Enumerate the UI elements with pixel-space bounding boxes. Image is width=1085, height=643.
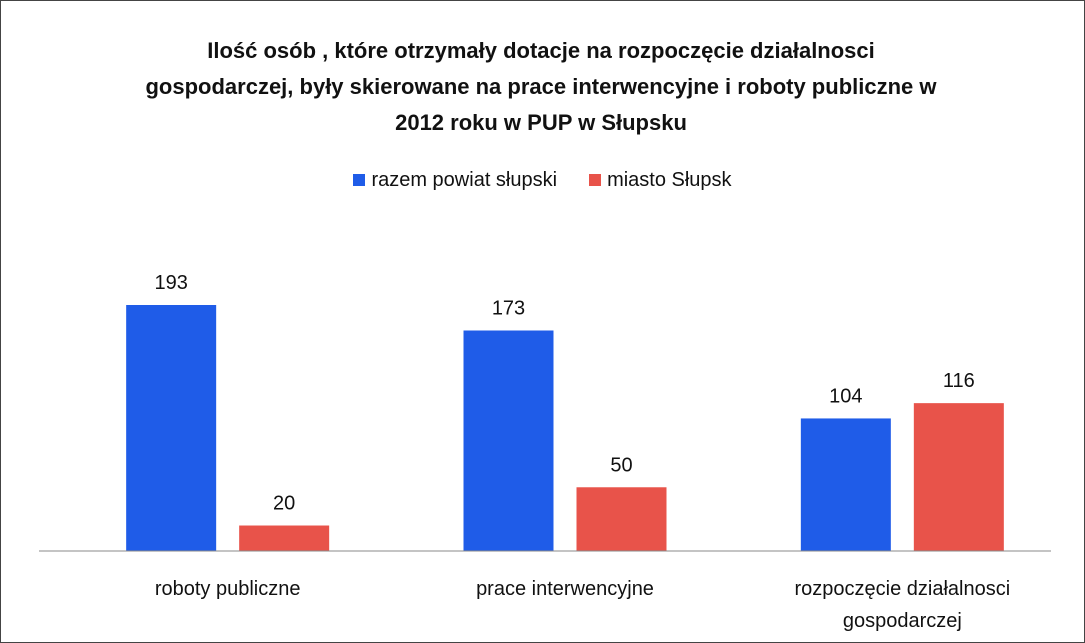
value-label: 104	[829, 385, 862, 407]
legend-label: razem powiat słupski	[371, 169, 558, 191]
bar	[126, 305, 217, 551]
legend-label: miasto Słupsk	[607, 169, 732, 191]
value-label: 50	[610, 454, 632, 476]
legend-swatch	[589, 174, 602, 186]
x-tick-label: prace interwencyjne	[476, 578, 654, 600]
legend: razem powiat słupski miasto Słupsk	[1, 169, 1084, 192]
bar	[576, 487, 667, 551]
legend-item: miasto Słupsk	[589, 169, 732, 192]
bar	[800, 418, 891, 551]
chart-title: Ilość osób , które otrzymały dotacje na …	[145, 38, 937, 135]
bar	[239, 525, 330, 551]
value-label: 116	[943, 370, 975, 392]
legend-item: razem powiat słupski	[353, 169, 557, 192]
x-tick-label: roboty publiczne	[154, 578, 301, 600]
bar	[463, 330, 554, 551]
x-tick-label: rozpoczęcie działalnosci gospodarczej	[794, 578, 1011, 632]
bar	[913, 403, 1004, 551]
value-label: 20	[273, 493, 295, 515]
value-label: 193	[154, 272, 187, 294]
legend-swatch	[353, 174, 366, 186]
value-label: 173	[492, 297, 525, 319]
